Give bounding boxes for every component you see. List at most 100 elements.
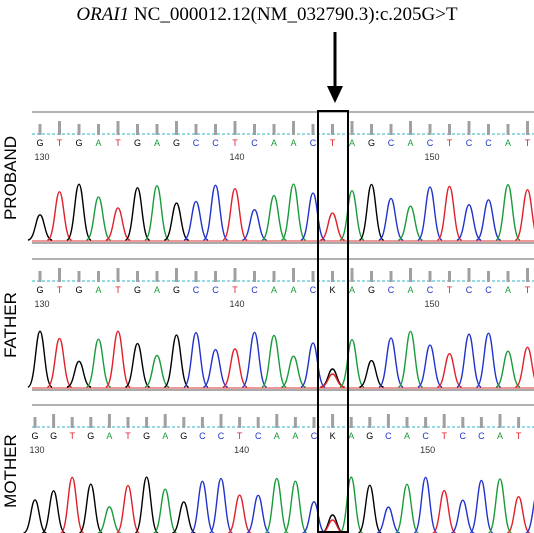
base-call: T <box>447 285 453 295</box>
trace-peak <box>171 501 196 533</box>
trace-peak <box>152 488 178 533</box>
trace-peak <box>261 194 287 241</box>
trace-peak <box>320 514 345 533</box>
trace-peak <box>431 489 457 533</box>
trace-peak <box>397 330 424 388</box>
base-call: T <box>525 138 531 148</box>
trace-peak <box>46 191 73 241</box>
base-call: A <box>292 431 298 441</box>
base-call: A <box>95 138 101 148</box>
base-call: C <box>422 431 429 441</box>
base-call: T <box>525 285 531 295</box>
base-call: C <box>310 285 317 295</box>
quality-bar <box>370 124 373 135</box>
quality-bar <box>428 271 432 282</box>
trace-peak <box>436 185 463 241</box>
trace-peak <box>46 337 73 388</box>
base-call: C <box>388 138 395 148</box>
trace-peak <box>339 189 365 241</box>
quality-bar <box>233 268 237 282</box>
panels: PROBAND G T G A T G A G C C T C A A C T A G C A C T C C A T 130 140 1… <box>1 111 534 533</box>
base-call: C <box>251 138 258 148</box>
base-call: C <box>212 285 219 295</box>
base-call: C <box>310 138 317 148</box>
trace-peak <box>450 499 475 533</box>
quality-bar <box>405 417 409 428</box>
base-call: G <box>366 431 373 441</box>
quality-bar <box>487 271 490 282</box>
position-label: 140 <box>229 152 244 162</box>
quality-bar <box>145 417 149 428</box>
trace-peak <box>203 348 228 388</box>
quality-bar <box>58 121 61 135</box>
quality-bar <box>163 414 167 428</box>
quality-bar <box>136 124 139 135</box>
trace-peak <box>320 373 345 388</box>
quality-bar <box>467 121 471 135</box>
trace-peak <box>525 499 534 533</box>
trace-peak <box>515 346 534 388</box>
base-call: A <box>106 431 112 441</box>
trace-peak <box>246 494 271 533</box>
quality-bar <box>312 417 316 428</box>
quality-bar <box>253 124 256 135</box>
base-call: A <box>349 138 355 148</box>
base-call: C <box>485 138 492 148</box>
quality-bar <box>448 124 451 135</box>
panel-label: MOTHER <box>1 434 20 508</box>
base-call: T <box>516 431 522 441</box>
trace-peak <box>41 490 66 533</box>
base-call: G <box>134 285 141 295</box>
trace-peak <box>222 188 248 241</box>
quality-bar <box>526 268 529 282</box>
trace-peak <box>413 476 438 533</box>
trace-peak <box>359 359 384 388</box>
base-call: G <box>87 431 94 441</box>
position-label: 150 <box>424 152 439 162</box>
trace-peak <box>394 483 420 533</box>
trace-peak <box>495 184 521 241</box>
arrow-head <box>327 86 343 103</box>
quality-bar <box>200 417 204 428</box>
quality-bar <box>350 121 354 135</box>
quality-bar <box>409 268 412 282</box>
trace-peak <box>320 212 345 241</box>
position-label: 140 <box>234 445 249 455</box>
figure-title: ORAI1 NC_000012.12(NM_032790.3):c.205G>T <box>76 4 458 25</box>
panel: MOTHERGGTGATGAGCCTCAACKAGCACTCCATC130140… <box>1 404 534 533</box>
base-call: T <box>125 431 131 441</box>
base-call: A <box>348 431 354 441</box>
quality-bar <box>349 417 353 428</box>
base-call: G <box>50 431 57 441</box>
base-call: A <box>349 285 355 295</box>
trace-peak <box>27 330 53 388</box>
base-call: C <box>485 285 492 295</box>
quality-bar <box>467 268 471 282</box>
quality-bar <box>461 417 465 428</box>
trace-peak <box>222 348 248 388</box>
base-call: A <box>154 138 160 148</box>
quality-bar <box>389 271 393 282</box>
trace-peak <box>190 480 215 533</box>
position-label: 150 <box>424 299 439 309</box>
trace-peak <box>183 331 209 388</box>
trace-peak <box>300 192 326 241</box>
base-call: T <box>57 285 63 295</box>
quality-bar <box>238 417 242 428</box>
trace-peak <box>242 208 267 241</box>
quality-bar <box>175 268 178 282</box>
quality-bar <box>386 414 390 428</box>
trace-peak <box>398 205 423 241</box>
base-call: A <box>154 285 160 295</box>
position-label: 130 <box>29 445 44 455</box>
base-call: C <box>255 431 262 441</box>
quality-bar <box>175 121 178 135</box>
quality-bar <box>293 417 297 428</box>
quality-bar <box>52 414 56 428</box>
base-call: A <box>271 285 277 295</box>
quality-bar <box>155 271 159 282</box>
quality-bar <box>194 124 198 135</box>
base-call: G <box>173 138 180 148</box>
quality-bar <box>331 414 335 428</box>
base-call: C <box>251 285 258 295</box>
